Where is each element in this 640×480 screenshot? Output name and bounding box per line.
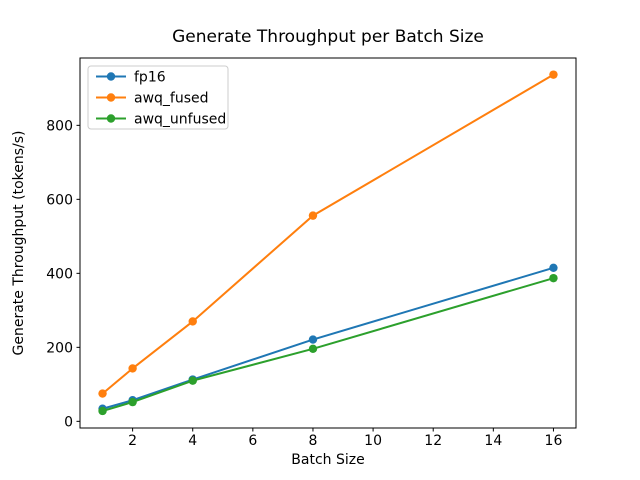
series-marker-awq_unfused bbox=[308, 344, 318, 354]
y-tick-label: 0 bbox=[64, 414, 73, 430]
legend-label-awq_unfused: awq_unfused bbox=[134, 112, 226, 128]
legend-marker-awq_fused bbox=[106, 93, 116, 102]
chart-title: Generate Throughput per Batch Size bbox=[172, 27, 484, 47]
axes-frame bbox=[79, 57, 577, 429]
x-tick-label: 14 bbox=[484, 433, 502, 449]
legend-label-awq_fused: awq_fused bbox=[134, 91, 209, 107]
x-tick-label: 8 bbox=[309, 433, 318, 449]
series-marker-fp16 bbox=[549, 263, 558, 272]
x-tick-label: 6 bbox=[248, 433, 257, 449]
series-marker-awq_fused bbox=[549, 70, 558, 79]
legend-marker-awq_unfused bbox=[106, 114, 116, 123]
x-tick-label: 16 bbox=[545, 433, 563, 449]
series-marker-awq_unfused bbox=[128, 397, 137, 407]
x-tick-label: 2 bbox=[128, 433, 137, 449]
series-marker-awq_fused bbox=[98, 389, 107, 398]
series-marker-awq_fused bbox=[128, 364, 137, 373]
series-marker-awq_fused bbox=[308, 211, 318, 220]
series-marker-awq_fused bbox=[188, 317, 197, 326]
legend-box bbox=[87, 65, 229, 130]
x-tick-label: 12 bbox=[424, 433, 442, 449]
series-marker-awq_unfused bbox=[98, 406, 107, 416]
x-tick-label: 10 bbox=[364, 433, 382, 449]
series-line-awq_unfused bbox=[101, 277, 555, 412]
x-tick-label: 4 bbox=[188, 433, 197, 449]
plot-layer: 2 4 6 8 10 12 14 16 0 200 400 600 800 fp16 awq_fusedaw… bbox=[46, 57, 577, 449]
legend-label-fp16: fp16 bbox=[134, 70, 166, 86]
series-marker-awq_unfused bbox=[549, 273, 558, 283]
series-marker-awq_unfused bbox=[188, 376, 197, 385]
y-tick-label: 800 bbox=[46, 118, 73, 134]
y-tick-label: 400 bbox=[46, 266, 73, 282]
legend-marker-fp16 bbox=[106, 72, 116, 81]
y-tick-label: 600 bbox=[46, 192, 73, 208]
series-marker-fp16 bbox=[308, 335, 318, 344]
y-tick-label: 200 bbox=[46, 340, 73, 356]
x-axis-label: Batch Size bbox=[291, 452, 364, 468]
y-axis-label: Generate Throughput (tokens/s) bbox=[11, 131, 27, 356]
